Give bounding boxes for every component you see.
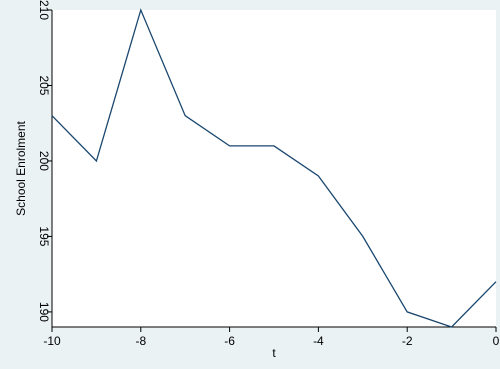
y-axis: 190 195 200 205 210 (37, 0, 53, 327)
x-tick-label: -6 (224, 334, 235, 348)
x-axis: -10 -8 -6 -4 -2 0 (43, 326, 500, 348)
plot-area (52, 10, 496, 327)
x-tick-label: -8 (135, 334, 146, 348)
x-tick-label: -4 (313, 334, 324, 348)
y-tick-label: 210 (37, 0, 51, 20)
y-tick-label: 205 (37, 75, 51, 95)
y-tick-label: 190 (37, 302, 51, 322)
y-axis-title: School Enrolment (14, 120, 28, 215)
x-axis-title: t (272, 346, 276, 360)
y-tick-label: 200 (37, 151, 51, 171)
x-tick-label: -10 (43, 334, 61, 348)
x-tick-label: 0 (493, 334, 500, 348)
series-line (51, 8, 497, 328)
y-tick-label: 195 (37, 226, 51, 246)
x-tick-label: -2 (402, 334, 413, 348)
